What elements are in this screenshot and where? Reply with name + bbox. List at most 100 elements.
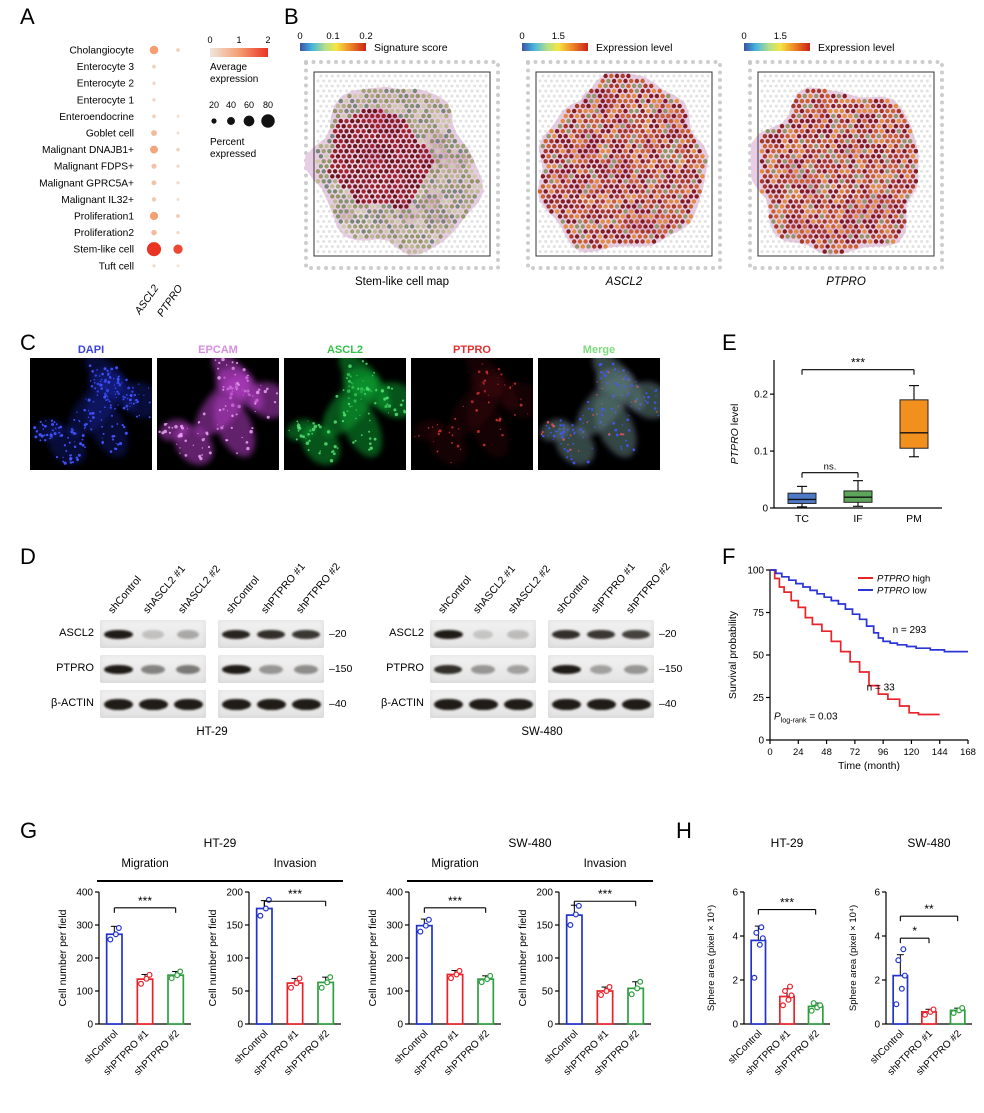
circle	[871, 144, 876, 149]
circle	[561, 89, 565, 93]
circle	[484, 114, 488, 118]
circle	[454, 60, 458, 64]
circle	[444, 103, 449, 109]
circle	[663, 240, 667, 243]
circle	[496, 78, 500, 82]
circle	[546, 134, 551, 139]
circle	[591, 266, 595, 270]
circle	[365, 245, 368, 248]
circle	[794, 179, 799, 184]
circle	[791, 74, 795, 78]
circle	[808, 174, 813, 179]
circle	[444, 134, 449, 139]
if-speckle	[451, 426, 454, 429]
circle	[663, 209, 668, 214]
circle	[691, 139, 697, 144]
circle	[760, 230, 764, 233]
circle	[367, 240, 371, 243]
circle	[580, 214, 585, 219]
circle	[381, 174, 386, 179]
circle	[922, 84, 926, 88]
circle	[668, 118, 674, 124]
circle	[304, 113, 308, 118]
circle	[384, 108, 389, 114]
circle	[384, 189, 389, 194]
circle	[908, 149, 913, 154]
if-speckle	[266, 415, 270, 419]
circle	[925, 119, 929, 123]
circle	[574, 134, 580, 139]
circle	[940, 123, 944, 127]
circle	[422, 84, 425, 88]
circle	[635, 250, 639, 254]
circle	[873, 199, 879, 204]
if-speckle	[628, 371, 630, 374]
if-speckle	[619, 432, 623, 436]
avg-legend-title: Average	[210, 62, 248, 73]
circle	[361, 266, 366, 270]
circle	[794, 129, 799, 134]
circle	[626, 144, 631, 149]
circle	[476, 230, 480, 233]
circle	[883, 94, 887, 98]
circle	[327, 129, 331, 133]
circle	[663, 79, 667, 83]
circle	[332, 129, 338, 134]
circle	[675, 230, 679, 233]
circle	[696, 266, 700, 270]
circle	[342, 74, 346, 78]
if-speckle	[653, 407, 657, 410]
data-point	[575, 902, 582, 909]
circle	[441, 199, 446, 204]
circle	[322, 89, 326, 93]
circle	[583, 129, 588, 134]
circle	[427, 224, 432, 229]
circle	[563, 154, 568, 159]
circle	[544, 99, 548, 103]
circle	[794, 79, 798, 83]
if-speckle	[73, 445, 77, 449]
circle	[842, 234, 847, 239]
circle	[435, 179, 440, 184]
circle	[700, 124, 704, 128]
if-speckle	[562, 424, 564, 427]
circle	[364, 194, 369, 199]
circle	[412, 169, 418, 174]
circle	[917, 74, 921, 78]
if-speckle	[109, 404, 112, 407]
circle	[913, 159, 919, 164]
circle	[538, 109, 542, 113]
if-speckle	[385, 396, 389, 400]
circle	[891, 99, 895, 103]
circle	[339, 250, 343, 254]
circle	[455, 204, 460, 209]
circle	[597, 214, 603, 219]
circle	[759, 179, 765, 184]
circle	[389, 149, 395, 154]
circle	[476, 159, 480, 163]
circle	[888, 113, 893, 119]
circle	[589, 219, 594, 224]
if-speckle	[34, 435, 38, 439]
circle	[367, 118, 372, 124]
circle	[839, 179, 844, 184]
circle	[316, 266, 321, 270]
circle	[802, 194, 807, 199]
if-speckle	[355, 409, 357, 411]
circle	[791, 174, 796, 179]
data-point	[107, 936, 114, 943]
bar-shPTPRO #1	[446, 973, 464, 1025]
circle	[928, 204, 932, 208]
circle	[547, 104, 551, 108]
circle	[689, 74, 693, 78]
circle	[473, 104, 477, 108]
if-speckle	[346, 377, 348, 379]
circle	[459, 240, 462, 243]
circle	[481, 179, 485, 183]
circle	[458, 189, 463, 194]
circle	[324, 144, 329, 149]
circle	[828, 189, 833, 194]
circle	[476, 240, 480, 243]
circle	[651, 88, 657, 94]
circle	[620, 164, 625, 169]
